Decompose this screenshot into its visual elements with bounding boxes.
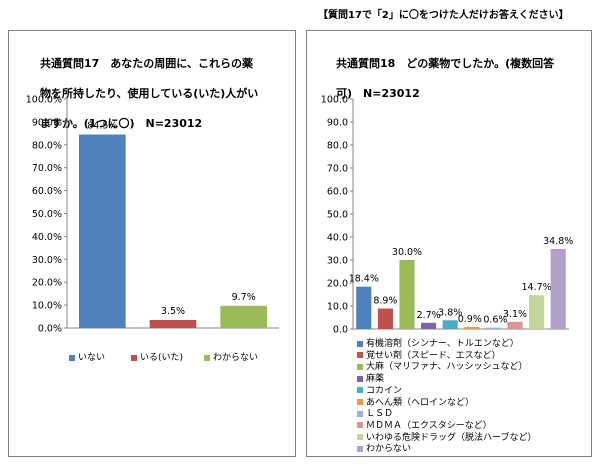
legend-label: 有機溶剤（シンナー、トルエンなど） (366, 339, 519, 349)
y-tick-label: 90.0 (327, 118, 348, 129)
bar-chart-q17: 0.0% 10.0% 20.0% 30.0% 40.0% 50.0% 60.0% 70.0% 8… (26, 95, 279, 335)
legend-label: いない (78, 353, 106, 363)
data-label: 3.5% (161, 306, 185, 317)
data-label: 8.9% (373, 296, 397, 307)
y-tick-label: 10.0% (32, 301, 62, 312)
bar (529, 295, 545, 329)
y-tick-label: 40.0 (327, 233, 348, 244)
title-line: 共通質問18 どの薬物でしたか。(複数回答 (336, 57, 555, 70)
data-label: 18.4% (349, 274, 379, 285)
bar (399, 260, 415, 329)
y-tick-label: 100.0 (321, 95, 348, 106)
legend-label: ＬＳＤ (366, 409, 394, 420)
bar (356, 286, 372, 329)
legend-item: 有機溶剤（シンナー、トルエンなど） (357, 339, 519, 351)
legend-label: 麻薬 (366, 374, 385, 385)
legend-item: いわゆる危険ドラッグ（脱法ハーブなど） (357, 433, 536, 445)
data-label: 3.8% (438, 307, 462, 318)
bar (464, 326, 480, 329)
data-label: 84.5% (87, 120, 117, 131)
title-line: 共通質問17 あなたの周囲に、これらの薬 (40, 57, 253, 70)
legend-item: 覚せい剤（スピード、エスなど） (357, 351, 501, 363)
y-tick-label: 0.0% (38, 324, 62, 335)
data-label: 14.7% (522, 282, 552, 293)
title-line: ますか。(1つに〇) N=23012 (40, 117, 203, 130)
y-tick-label: 60.0 (327, 187, 348, 198)
legend-item: ＬＳＤ (357, 409, 393, 421)
y-tick-label: 90.0% (32, 117, 62, 128)
legend-swatch (357, 375, 363, 382)
question-note: 【質問17で「2」に〇をつけた人だけお答えください】 (318, 10, 569, 21)
legend-item: 麻薬 (357, 374, 384, 386)
legend-label: 大麻（マリファナ、ハッシッシュなど） (366, 362, 528, 373)
y-tick-label: 40.0% (32, 232, 62, 243)
data-label: 2.7% (417, 310, 441, 321)
legend-swatch (357, 340, 363, 347)
legend-item: わからない (204, 353, 258, 365)
legend-swatch (357, 445, 363, 452)
legend-swatch (357, 399, 363, 405)
legend-label: いわゆる危険ドラッグ（脱法ハーブなど） (366, 432, 537, 443)
legend-swatch (357, 422, 363, 429)
data-label: 3.1% (503, 309, 527, 320)
legend-label: わからない (213, 353, 259, 363)
y-tick-label: 100.0% (26, 95, 62, 106)
y-tick-label: 30.0 (327, 256, 348, 267)
legend-item: わからない (357, 444, 411, 456)
title-line: 物を所持したり、使用している(いた)人がい (40, 87, 259, 100)
bar (485, 327, 501, 329)
y-tick-label: 80.0 (327, 141, 348, 152)
chart-panel-q17: 共通質問17 あなたの周囲に、これらの薬 物を所持したり、使用している(いた)人… (8, 30, 296, 457)
chart-title-q18: 共通質問18 どの薬物でしたか。(複数回答 可) N=23012 (336, 41, 554, 116)
data-label: 34.8% (543, 236, 573, 247)
data-label: 0.6% (483, 315, 507, 326)
y-tick-label: 60.0% (32, 186, 62, 197)
y-tick-label: 0.0 (333, 325, 348, 336)
legend-swatch (357, 352, 363, 359)
legend-swatch (357, 387, 363, 394)
legend-item: あへん類（ヘロインなど） (357, 398, 474, 410)
legend-label: 覚せい剤（スピード、エスなど） (366, 350, 501, 361)
bar (377, 308, 393, 329)
bar (421, 322, 437, 329)
bar (442, 320, 458, 329)
legend-item: 大麻（マリファナ、ハッシッシュなど） (357, 362, 528, 374)
legend-swatch (204, 354, 210, 361)
y-tick-label: 20.0 (327, 279, 348, 290)
y-tick-label: 70.0 (327, 164, 348, 175)
legend-label: ＭＤＭＡ（エクスタシーなど） (366, 420, 492, 431)
y-tick-label: 70.0% (32, 163, 62, 174)
legend-label: あへん類（ヘロインなど） (366, 397, 475, 408)
legend-swatch (69, 354, 75, 361)
legend-item: コカイン (357, 386, 402, 398)
y-tick-label: 20.0% (32, 278, 62, 289)
legend-swatch (357, 434, 363, 441)
chart-title-q17: 共通質問17 あなたの周囲に、これらの薬 物を所持したり、使用している(いた)人… (40, 41, 258, 146)
y-tick-label: 80.0% (32, 140, 62, 151)
y-tick-label: 50.0% (32, 209, 62, 220)
legend-item: ＭＤＭＡ（エクスタシーなど） (357, 421, 492, 433)
bar (507, 321, 523, 329)
legend-item: いない (69, 353, 105, 365)
legend-swatch (131, 354, 137, 361)
legend-item: いる(いた) (131, 353, 183, 365)
bar (149, 319, 197, 328)
data-label: 0.9% (458, 314, 482, 325)
legend-label: コカイン (366, 385, 403, 396)
bar-chart-q18: 0.0 10.0 20.0 30.0 40.0 50.0 60.0 70.0 80.0 90.0 1… (321, 95, 573, 336)
legend-swatch (357, 410, 363, 417)
legend-swatch (357, 363, 363, 370)
bar (550, 248, 566, 329)
bar (79, 134, 126, 328)
data-label: 9.7% (232, 292, 256, 303)
data-label: 30.0% (392, 247, 422, 258)
y-tick-label: 30.0% (32, 255, 62, 266)
chart-panel-q18: 共通質問18 どの薬物でしたか。(複数回答 可) N=23012 0.0 10.0… (306, 30, 592, 457)
legend-label: わからない (366, 444, 412, 455)
title-line: 可) N=23012 (336, 87, 420, 100)
y-tick-label: 50.0 (327, 210, 348, 221)
y-tick-label: 10.0 (327, 302, 348, 313)
bar (220, 305, 267, 328)
legend-label: いる(いた) (140, 353, 184, 363)
